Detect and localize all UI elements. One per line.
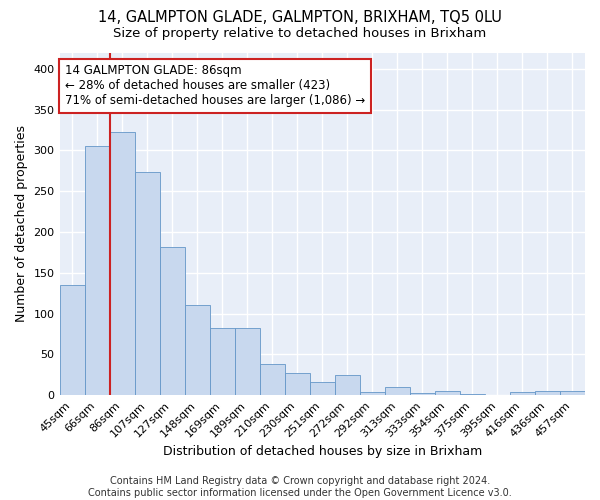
Bar bbox=[235, 328, 260, 395]
Bar bbox=[110, 132, 134, 395]
Bar bbox=[260, 364, 285, 395]
Bar bbox=[134, 172, 160, 395]
Bar bbox=[335, 374, 360, 395]
Text: Contains HM Land Registry data © Crown copyright and database right 2024.
Contai: Contains HM Land Registry data © Crown c… bbox=[88, 476, 512, 498]
Text: 14, GALMPTON GLADE, GALMPTON, BRIXHAM, TQ5 0LU: 14, GALMPTON GLADE, GALMPTON, BRIXHAM, T… bbox=[98, 10, 502, 25]
Text: Size of property relative to detached houses in Brixham: Size of property relative to detached ho… bbox=[113, 28, 487, 40]
Bar bbox=[85, 146, 110, 395]
Bar bbox=[285, 373, 310, 395]
Y-axis label: Number of detached properties: Number of detached properties bbox=[15, 126, 28, 322]
Bar bbox=[435, 391, 460, 395]
Bar bbox=[160, 248, 185, 395]
Bar bbox=[510, 392, 535, 395]
Bar bbox=[410, 392, 435, 395]
Bar bbox=[360, 392, 385, 395]
Bar bbox=[385, 387, 410, 395]
Bar bbox=[185, 304, 209, 395]
Bar bbox=[535, 391, 560, 395]
X-axis label: Distribution of detached houses by size in Brixham: Distribution of detached houses by size … bbox=[163, 444, 482, 458]
Bar bbox=[560, 391, 585, 395]
Bar bbox=[59, 285, 85, 395]
Bar bbox=[460, 394, 485, 395]
Bar bbox=[310, 382, 335, 395]
Text: 14 GALMPTON GLADE: 86sqm
← 28% of detached houses are smaller (423)
71% of semi-: 14 GALMPTON GLADE: 86sqm ← 28% of detach… bbox=[65, 64, 365, 108]
Bar bbox=[209, 328, 235, 395]
